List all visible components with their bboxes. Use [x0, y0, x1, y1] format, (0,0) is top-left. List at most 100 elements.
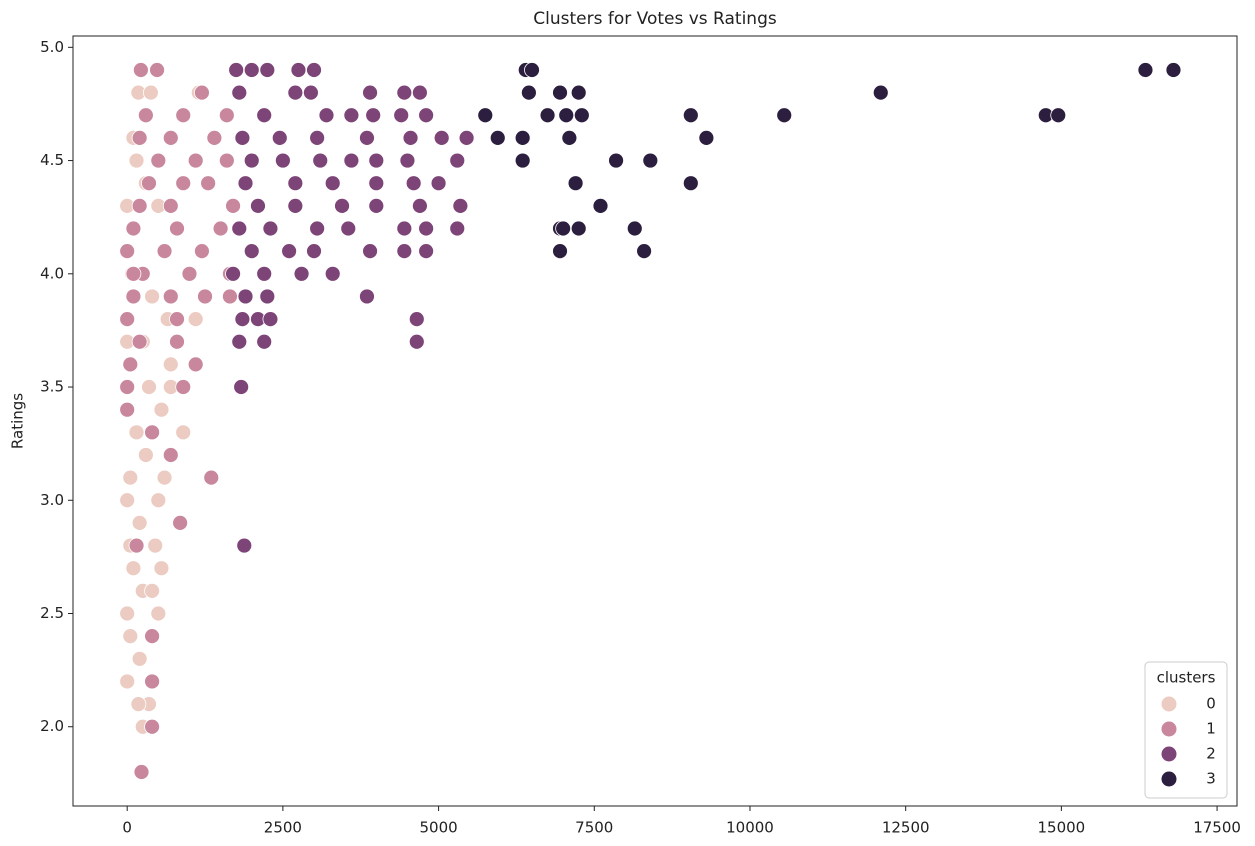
point [156, 469, 173, 486]
point [150, 605, 167, 622]
point [552, 243, 568, 260]
point [552, 84, 568, 101]
point [150, 152, 167, 169]
point [343, 152, 360, 169]
point [119, 605, 136, 622]
point [233, 379, 250, 395]
point [137, 447, 154, 463]
x-tick-label: 5000 [419, 819, 457, 837]
point [396, 220, 413, 237]
point [259, 62, 276, 78]
legend-box [1144, 661, 1228, 799]
point [172, 515, 189, 531]
point [408, 311, 425, 327]
point [162, 130, 179, 146]
y-tick-label: 2.0 [40, 717, 64, 735]
point [119, 243, 136, 260]
point [256, 333, 273, 350]
point [303, 84, 319, 101]
point [125, 288, 142, 305]
point [128, 424, 145, 441]
point [555, 220, 572, 237]
point [309, 130, 326, 146]
point [175, 379, 192, 395]
point [539, 107, 556, 124]
point [318, 107, 335, 124]
point [396, 84, 413, 101]
point [524, 62, 540, 78]
point [324, 265, 341, 282]
point [119, 401, 136, 418]
point [187, 311, 204, 327]
point [418, 243, 435, 260]
point [141, 379, 157, 395]
point [274, 152, 291, 169]
point [259, 288, 276, 305]
point [365, 107, 382, 124]
point [131, 515, 148, 531]
point [150, 492, 167, 509]
point [271, 130, 288, 146]
point [131, 130, 148, 146]
point [368, 197, 385, 214]
point [433, 130, 450, 146]
point [169, 311, 185, 327]
point [608, 152, 624, 169]
point [256, 265, 273, 282]
y-tick-label: 3.5 [40, 378, 64, 396]
point [144, 718, 160, 735]
point [119, 673, 136, 690]
point [125, 220, 142, 237]
legend-label: 0 [1206, 695, 1216, 713]
point [144, 673, 160, 690]
point [290, 62, 307, 78]
point [570, 84, 587, 101]
point [125, 265, 142, 282]
point [162, 447, 179, 463]
y-tick-label: 3.0 [40, 491, 64, 509]
point [281, 243, 298, 260]
point [237, 175, 254, 192]
point [872, 84, 889, 101]
point [1050, 107, 1067, 124]
point [181, 265, 198, 282]
point [130, 696, 147, 712]
point [287, 175, 304, 192]
point [570, 220, 587, 237]
y-tick-label: 4.0 [40, 264, 64, 282]
point [642, 152, 659, 169]
point [197, 288, 213, 305]
point [636, 243, 653, 260]
point [131, 650, 148, 667]
point [477, 107, 494, 124]
point [231, 220, 248, 237]
point [418, 220, 435, 237]
x-tick-label: 0 [122, 819, 132, 837]
point [343, 107, 360, 124]
point [133, 764, 150, 780]
legend-title: clusters [1157, 669, 1216, 687]
point [147, 537, 164, 554]
point [141, 175, 157, 192]
point [306, 62, 322, 78]
point [125, 560, 142, 577]
point [128, 537, 145, 554]
point [203, 469, 220, 486]
point [411, 197, 428, 214]
legend-label: 1 [1206, 720, 1216, 738]
point [458, 130, 475, 146]
point [169, 333, 185, 350]
point [262, 311, 279, 327]
point [293, 265, 310, 282]
point [122, 356, 139, 373]
x-tick-label: 7500 [575, 819, 613, 837]
point [119, 311, 136, 327]
point [430, 175, 447, 192]
point [175, 107, 192, 124]
legend-marker [1161, 721, 1177, 737]
point [393, 107, 410, 124]
point [408, 333, 425, 350]
point [162, 197, 179, 214]
point [237, 288, 254, 305]
point [362, 84, 378, 101]
